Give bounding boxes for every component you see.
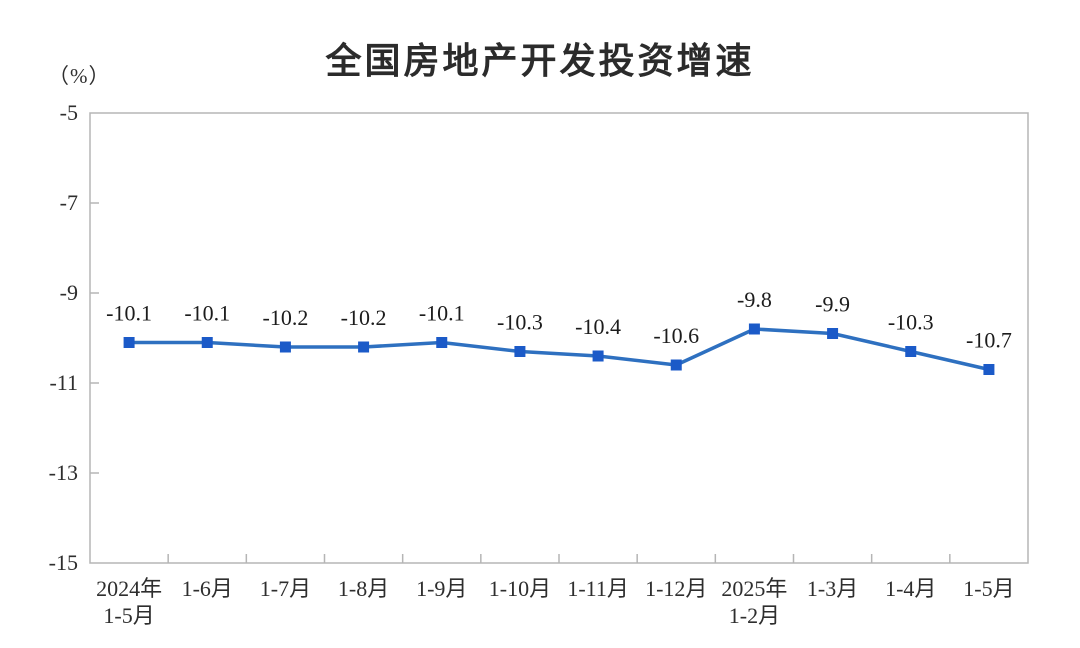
x-tick-label: 1-6月 — [182, 576, 233, 601]
data-point-label: -10.4 — [575, 314, 621, 339]
data-point-marker — [514, 346, 526, 357]
data-point-marker — [123, 337, 135, 348]
plot-border — [89, 112, 1029, 564]
data-point-marker — [592, 350, 604, 362]
x-tick-label: 1-7月 — [260, 576, 311, 601]
data-point-marker — [905, 346, 917, 357]
x-tick-label: 1-9月 — [416, 576, 467, 601]
data-point-marker — [983, 364, 995, 375]
data-point-marker — [670, 359, 682, 371]
x-tick-label: 1-4月 — [885, 576, 936, 601]
y-tick-label: -15 — [49, 550, 78, 575]
data-line — [129, 327, 990, 372]
data-point-marker — [748, 323, 760, 335]
data-point-marker — [827, 328, 839, 339]
data-point-label: -10.2 — [263, 305, 309, 330]
data-point-marker — [358, 341, 370, 353]
data-point-marker — [201, 337, 213, 348]
x-tick-label: 2024年 1-5月 — [96, 576, 162, 628]
data-point-marker — [436, 337, 448, 348]
chart-title: 全国房地产开发投资增速 — [325, 40, 755, 81]
y-tick-label: -7 — [60, 190, 78, 215]
data-point-label: -10.1 — [106, 301, 152, 326]
data-point-label: -10.3 — [497, 310, 543, 335]
data-point-label: -10.1 — [184, 301, 230, 326]
y-tick-label: -11 — [49, 370, 78, 395]
data-point-label: -10.7 — [966, 328, 1012, 353]
data-point-label: -9.9 — [815, 292, 850, 317]
data-point-marker — [279, 341, 291, 353]
x-tick-label: 2025年 1-2月 — [721, 576, 787, 628]
y-axis-unit-label: （%） — [48, 64, 111, 88]
y-tick-label: -5 — [60, 100, 78, 125]
data-point-label: -10.1 — [419, 301, 465, 326]
x-tick-label: 1-3月 — [807, 576, 858, 601]
x-tick-label: 1-11月 — [567, 576, 629, 601]
x-tick-label: 1-10月 — [489, 576, 551, 601]
y-tick-label: -13 — [49, 460, 78, 485]
data-point-label: -10.3 — [888, 310, 934, 335]
data-point-label: -10.2 — [341, 305, 387, 330]
data-point-label: -9.8 — [737, 287, 772, 312]
y-tick-label: -9 — [60, 280, 78, 305]
x-tick-label: 1-8月 — [338, 576, 389, 601]
x-tick-label: 1-5月 — [963, 576, 1014, 601]
data-point-label: -10.6 — [653, 323, 699, 348]
x-tick-label: 1-12月 — [645, 576, 707, 601]
